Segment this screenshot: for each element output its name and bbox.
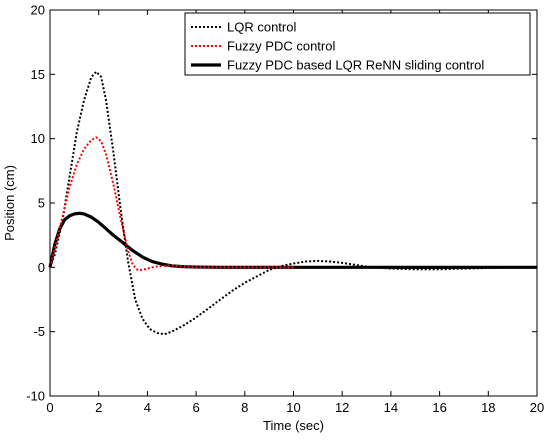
- series-line-2: [49, 136, 294, 271]
- y-tick-label: 15: [31, 67, 45, 82]
- x-tick-label: 20: [530, 400, 544, 415]
- x-tick-label: 0: [46, 400, 53, 415]
- series-lines: [48, 70, 537, 336]
- legend: LQR control Fuzzy PDC control Fuzzy PDC ba…: [184, 12, 531, 76]
- legend-label-1: LQR control: [227, 20, 296, 35]
- x-tick-label: 2: [95, 400, 102, 415]
- x-axis-label: Time (sec): [263, 418, 324, 433]
- x-tick-label: 6: [192, 400, 199, 415]
- x-tick-label: 12: [335, 400, 349, 415]
- legend-label-3: Fuzzy PDC based LQR ReNN sliding control: [227, 58, 484, 73]
- legend-label-2: Fuzzy PDC control: [227, 39, 335, 54]
- y-tick-label: -5: [33, 324, 45, 339]
- legend-box: [184, 12, 531, 76]
- y-tick-label: 0: [38, 260, 45, 275]
- x-tick-label: 8: [241, 400, 248, 415]
- x-tick-label: 10: [286, 400, 300, 415]
- y-tick-label: 10: [31, 131, 45, 146]
- x-tick-label: 14: [384, 400, 398, 415]
- x-tick-label: 18: [481, 400, 495, 415]
- x-tick-label: 4: [144, 400, 151, 415]
- y-axis-label: Position (cm): [2, 165, 17, 241]
- y-tick-label: 20: [31, 3, 45, 18]
- series-line-1: [49, 70, 537, 336]
- series-line-3: [48, 211, 537, 269]
- x-tick-label: 16: [432, 400, 446, 415]
- y-tick-label: 5: [38, 196, 45, 211]
- y-tick-label: -10: [26, 389, 45, 404]
